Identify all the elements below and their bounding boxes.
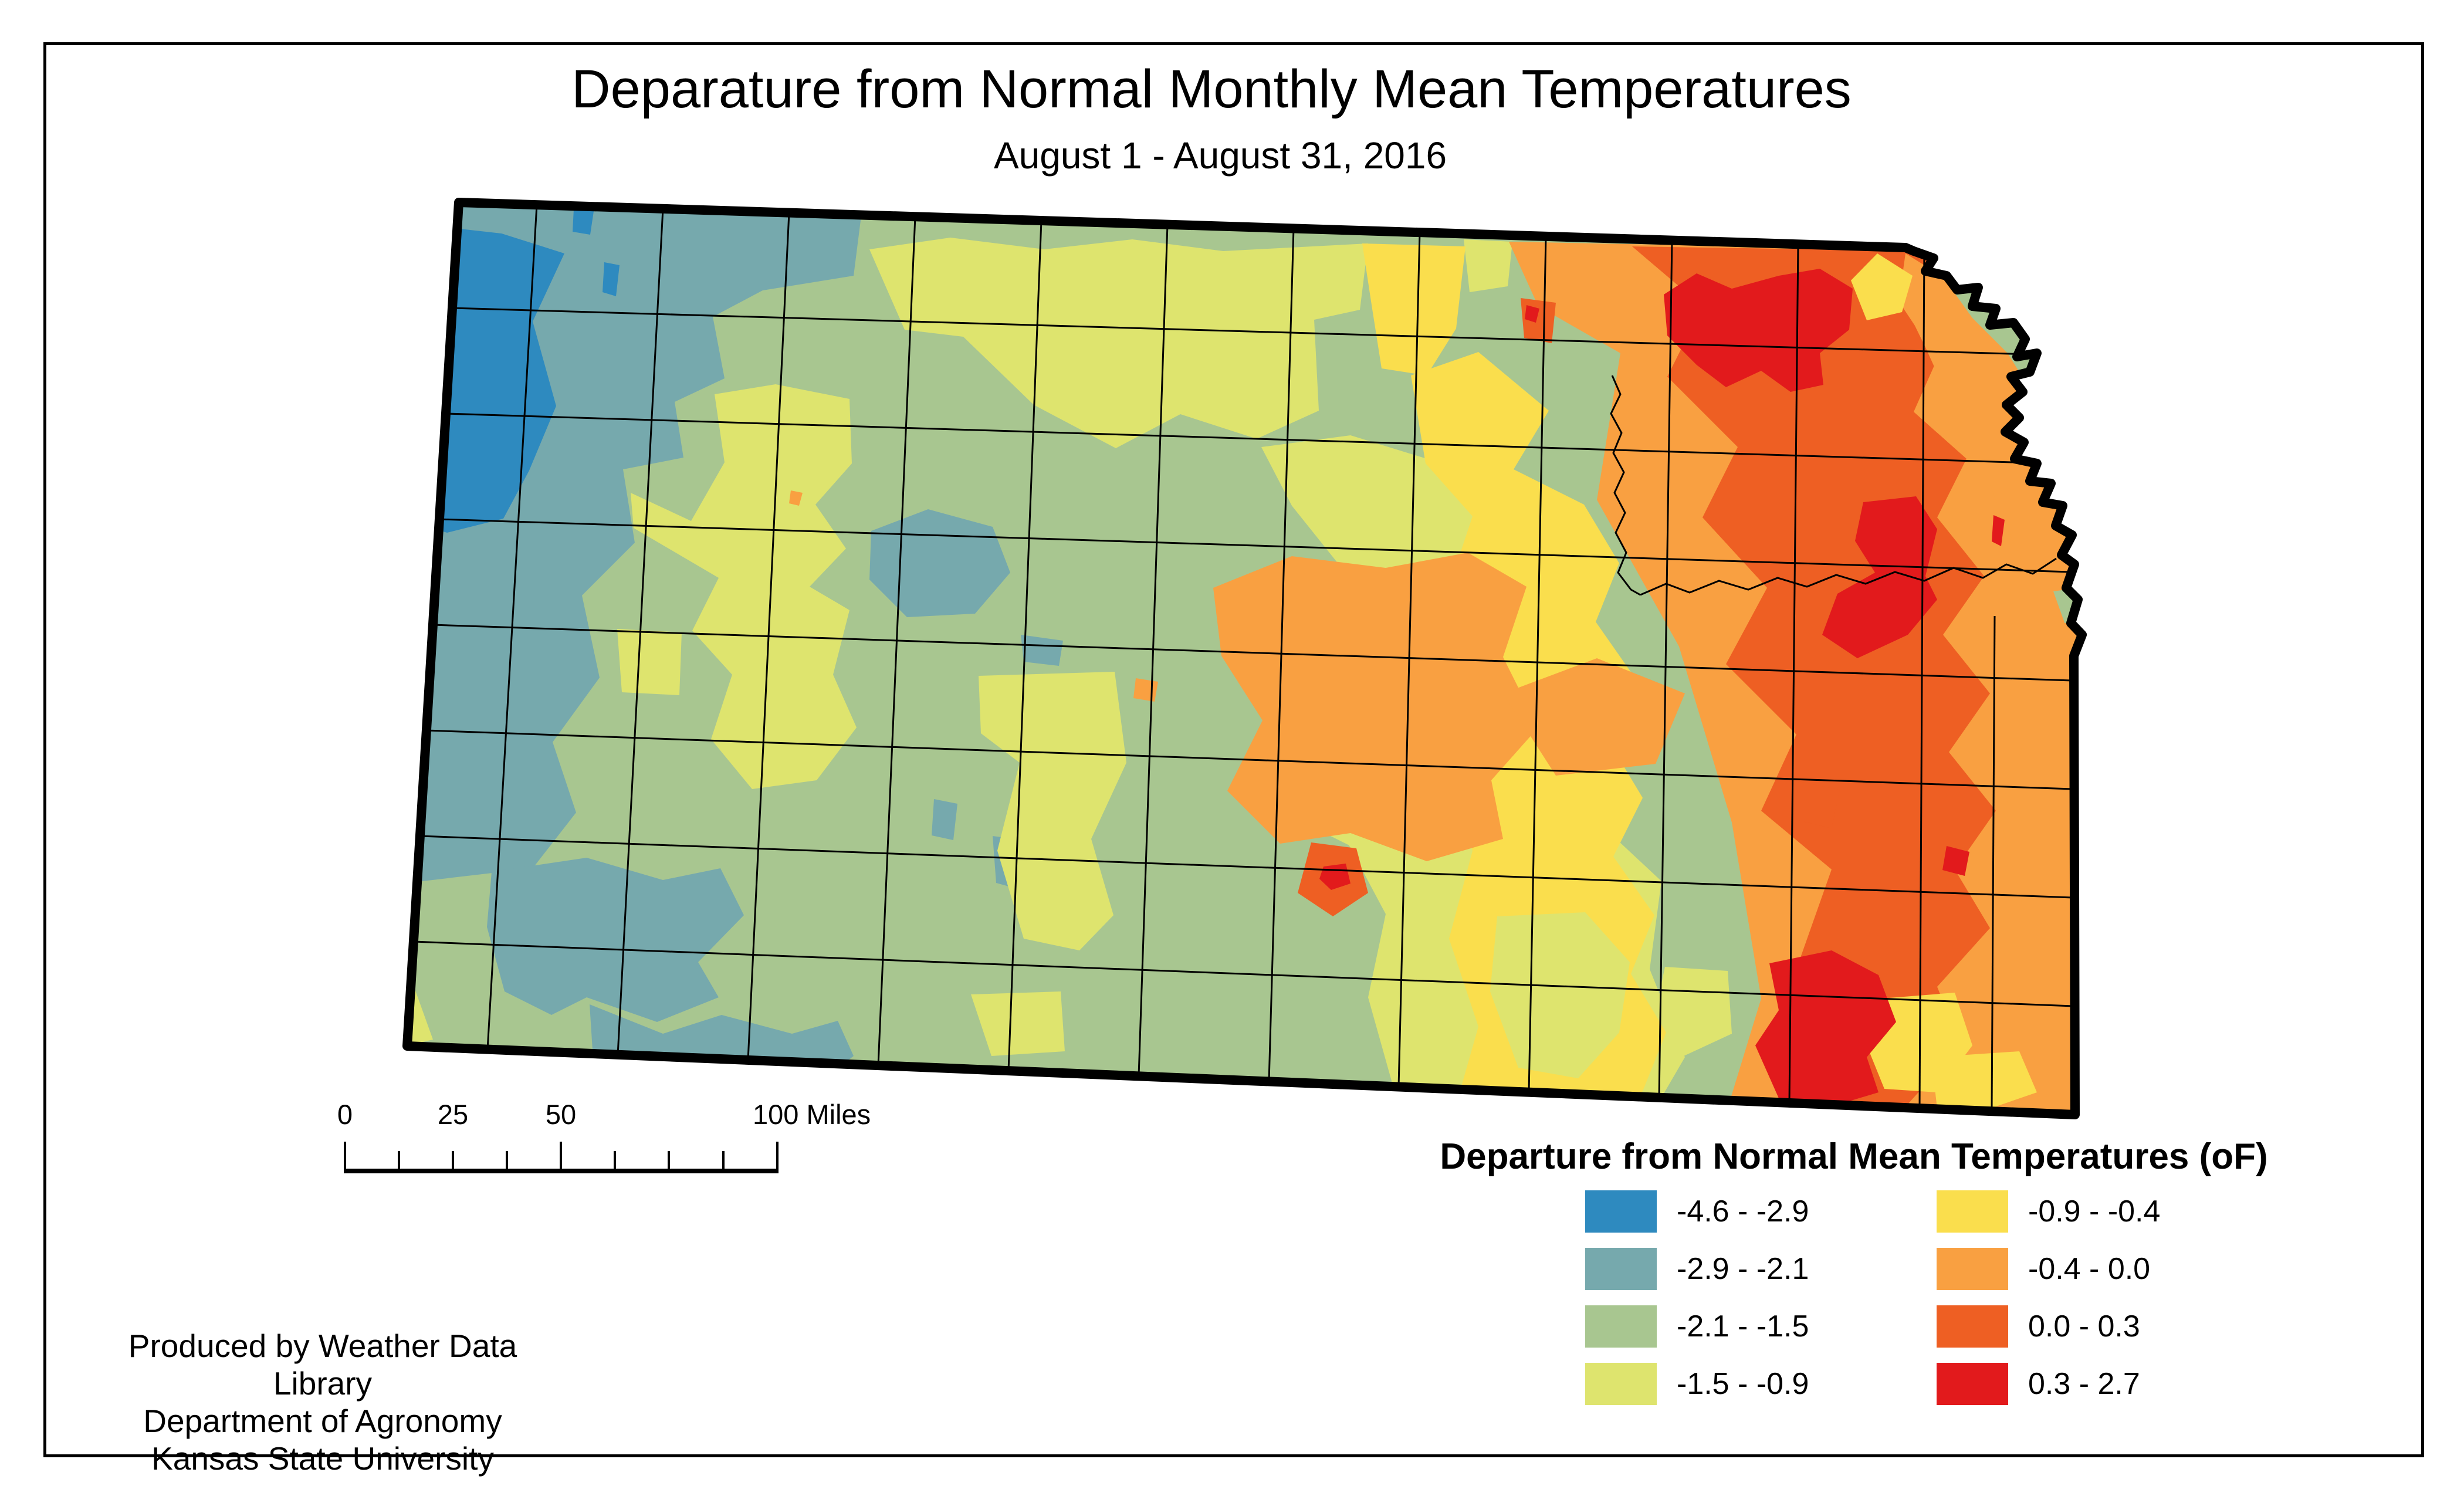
legend-swatch [1937, 1248, 2008, 1290]
legend-swatch [1585, 1363, 1657, 1405]
band-region-blue-spot [573, 209, 594, 235]
scale-bar [344, 1137, 779, 1173]
band-region-yellowgreen [1464, 239, 1512, 292]
legend-label: -4.6 - -2.9 [1677, 1194, 1809, 1228]
band-region-orange-central [1213, 553, 1538, 861]
band-region-yellow [1362, 243, 1465, 375]
credits-block: Produced by Weather Data Library Departm… [82, 1327, 563, 1477]
legend-label: -2.9 - -2.1 [1677, 1252, 1809, 1286]
scale-label-25: 25 [437, 1099, 469, 1130]
legend-label: 0.3 - 2.7 [2028, 1367, 2140, 1401]
legend-label: -2.1 - -1.5 [1677, 1309, 1809, 1343]
state-outline [402, 198, 2087, 1119]
band-region-yellow-island [1931, 1051, 2037, 1111]
legend-label: -1.5 - -0.9 [1677, 1367, 1809, 1401]
band-region-red-small [1942, 846, 1969, 876]
scale-label-100-miles: 100 Miles [753, 1099, 871, 1130]
legend-label: -0.9 - -0.4 [2028, 1194, 2161, 1228]
band-region-orange-dot [1133, 678, 1158, 702]
band-region-yellowgreen [1656, 967, 1732, 1056]
band-region-yellow-island [1851, 253, 1913, 320]
legend-swatch [1585, 1305, 1657, 1348]
band-region-red-northeast [1664, 269, 1853, 392]
big-blue-river-line [1610, 375, 1641, 596]
band-region-teal-spot [932, 799, 957, 840]
band-region-red-southeast [1755, 950, 1896, 1106]
kansas-river-line [1640, 557, 2057, 596]
band-region-orange-bridge [1503, 658, 1685, 776]
scale-label-0: 0 [337, 1099, 353, 1130]
page-title: Deparature from Normal Monthly Mean Temp… [571, 59, 1852, 119]
band-region-yellowgreen [1490, 912, 1630, 1078]
county-grid [413, 204, 2082, 1111]
band-region-blue-spot [603, 262, 620, 296]
band-region-red-sliver [1992, 515, 2005, 546]
temperature-bands [407, 202, 2082, 1115]
band-region-darkorange-spot [1521, 298, 1556, 343]
legend-swatch [1937, 1363, 2008, 1405]
band-region-yellowgreen [971, 991, 1065, 1056]
legend-swatch [1585, 1248, 1657, 1290]
credits-line-3: Kansas State University [151, 1440, 494, 1477]
legend-title: Departure from Normal Mean Temperatures … [1440, 1136, 2268, 1177]
credits-line-1: Produced by Weather Data Library [128, 1328, 517, 1402]
band-region-darkorange-spot [1793, 781, 1840, 828]
band-region-orange-dot [789, 490, 803, 506]
band-region-yellowgreen [869, 238, 1368, 448]
legend-swatch [1585, 1190, 1657, 1233]
band-region-yellowgreen [631, 384, 857, 789]
legend-swatch [1937, 1190, 2008, 1233]
band-region-orange-eaststrip [1996, 623, 2078, 916]
legend-label: 0.0 - 0.3 [2028, 1309, 2140, 1343]
band-region-teal-spot [1021, 635, 1063, 666]
band-region-teal-blob [487, 858, 744, 1022]
band-region-yellowgreen [617, 629, 682, 695]
page-subtitle: August 1 - August 31, 2016 [993, 134, 1447, 177]
credits-line-2: Department of Agronomy [143, 1403, 502, 1439]
band-region-orange-river [1900, 253, 2078, 594]
map-sheet-frame [43, 42, 2424, 1457]
scale-label-50: 50 [545, 1099, 577, 1130]
legend-swatch [1937, 1305, 2008, 1348]
legend-label: -0.4 - 0.0 [2028, 1252, 2151, 1286]
band-region-darkorange [1632, 246, 1996, 1112]
band-region-red-tiny [1525, 305, 1539, 323]
